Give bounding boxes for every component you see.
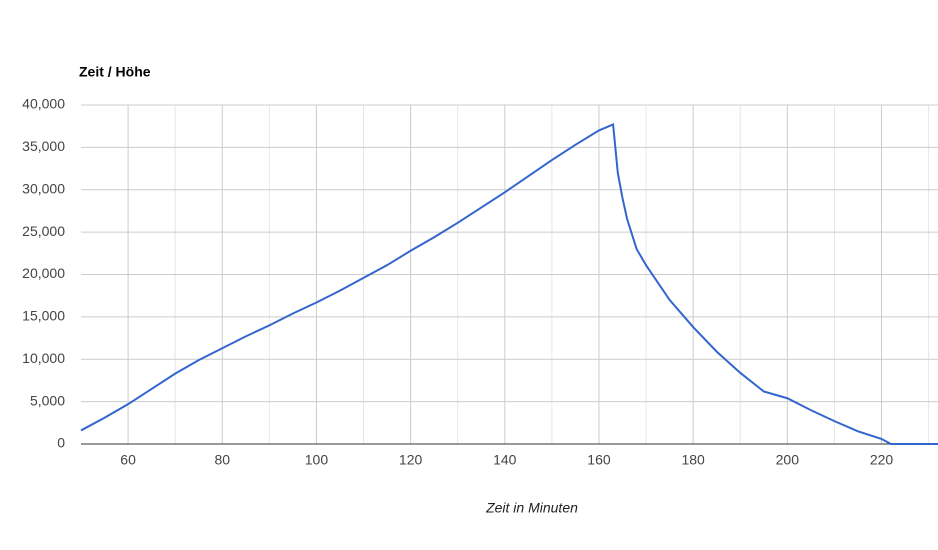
y-tick-label: 10,000	[22, 350, 65, 366]
x-tick-label: 80	[214, 452, 230, 468]
chart-title: Zeit / Höhe	[79, 64, 151, 80]
x-tick-label: 200	[776, 452, 800, 468]
x-tick-label: 140	[493, 452, 517, 468]
line	[80, 123, 938, 445]
y-tick-label: 5,000	[30, 392, 65, 408]
x-axis-label: Zeit in Minuten	[485, 500, 578, 516]
x-tick-label: 180	[681, 452, 705, 468]
x-tick-label: 100	[305, 452, 329, 468]
y-tick-label: 25,000	[22, 223, 65, 239]
y-tick-label: 40,000	[22, 96, 65, 112]
y-tick-label: 15,000	[22, 308, 65, 324]
x-tick-label: 220	[870, 452, 894, 468]
y-tick-label: 35,000	[22, 138, 65, 154]
y-tick-label: 0	[57, 435, 65, 451]
x-tick-label: 60	[120, 452, 136, 468]
y-tick-label: 20,000	[22, 265, 65, 281]
x-tick-label: 160	[587, 452, 611, 468]
y-tick-label: 30,000	[22, 180, 65, 196]
x-tick-label: 120	[399, 452, 423, 468]
